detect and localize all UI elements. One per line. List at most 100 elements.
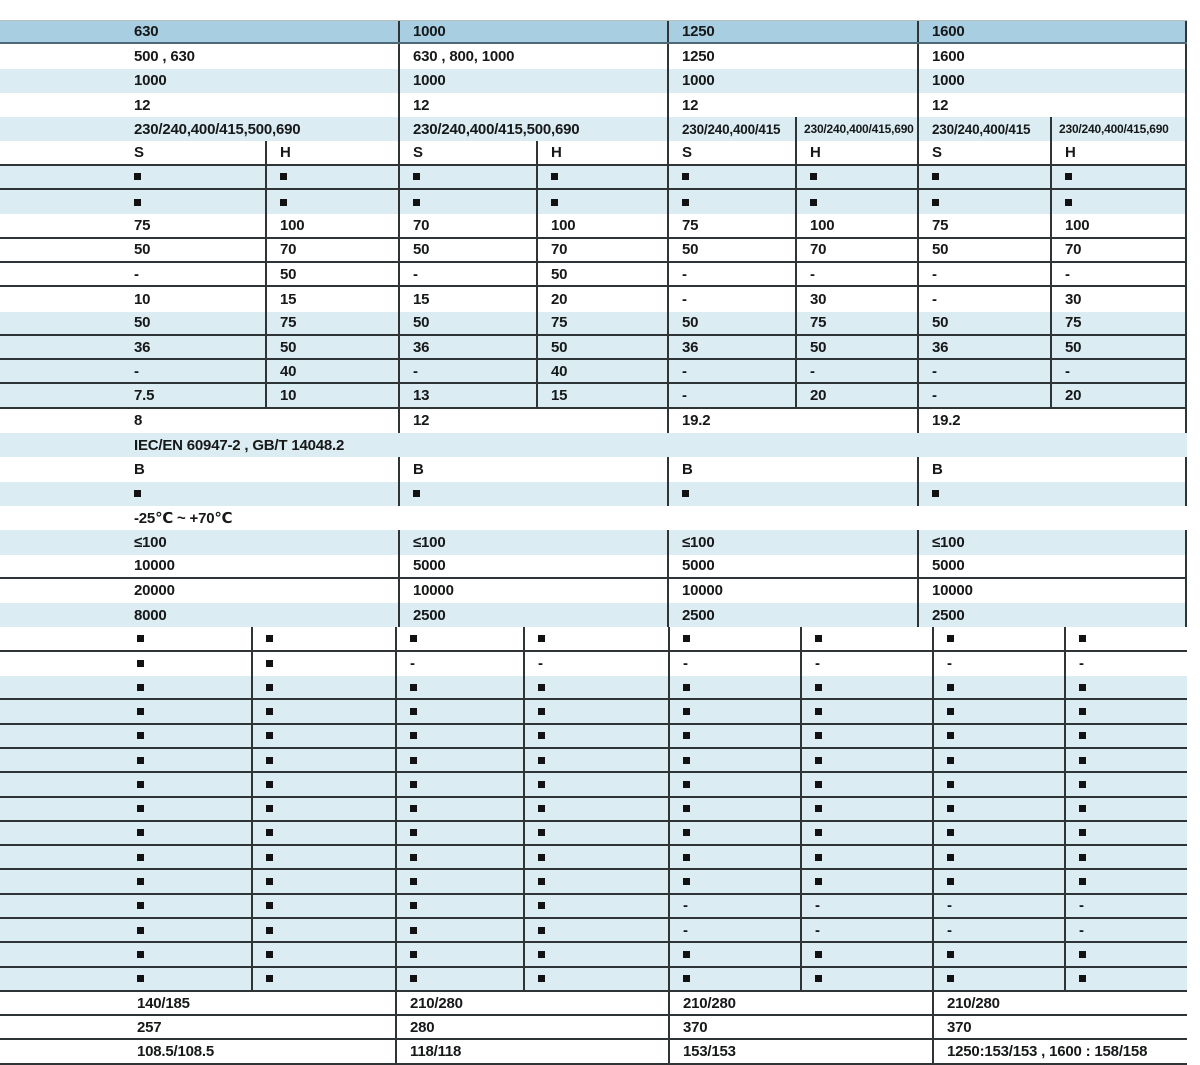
filled-square-icon xyxy=(1079,805,1086,813)
cell-text: S xyxy=(932,144,942,162)
filled-square-icon xyxy=(410,683,417,691)
square-cell xyxy=(668,700,800,723)
filled-square-icon xyxy=(266,732,273,740)
cell-text: 70 xyxy=(280,241,297,259)
cell-text: 210/280 xyxy=(947,994,1000,1012)
square-cell xyxy=(395,700,523,723)
filled-square-icon xyxy=(683,756,690,764)
filled-square-icon xyxy=(266,829,273,837)
table-row: 140/185 210/280 210/280 210/280 xyxy=(0,991,1187,1017)
cell-text: 36 xyxy=(413,338,430,356)
cell-text: 10 xyxy=(280,387,297,405)
cell-text: - xyxy=(932,362,937,380)
square-cell xyxy=(1064,821,1187,845)
cell-text: ≤100 xyxy=(134,533,167,551)
cell-text: 50 xyxy=(932,241,949,259)
table-cell: B xyxy=(0,457,398,481)
filled-square-icon xyxy=(815,878,822,886)
table-cell: B xyxy=(667,457,917,482)
filled-square-icon xyxy=(410,780,417,788)
table-cell: 70 xyxy=(795,238,917,261)
square-cell xyxy=(667,190,795,215)
square-cell xyxy=(395,724,523,747)
filled-square-icon xyxy=(1079,853,1086,861)
cell-text: 1600 xyxy=(932,47,965,65)
filled-square-icon xyxy=(413,173,420,181)
table-row: ---- xyxy=(0,894,1187,919)
table-cell: 70 xyxy=(1050,238,1187,261)
cell-text: - xyxy=(810,265,815,283)
table-cell: ≤100 xyxy=(0,530,398,554)
cell-text: - xyxy=(683,897,688,915)
cell-text: 50 xyxy=(280,338,297,356)
cell-text: H xyxy=(810,144,821,162)
table-cell: 30 xyxy=(1050,287,1187,312)
filled-square-icon xyxy=(137,707,144,715)
square-cell xyxy=(251,627,395,650)
cell-text: 10000 xyxy=(413,582,454,600)
table-cell: - xyxy=(667,262,795,286)
filled-square-icon xyxy=(538,878,545,886)
cell-text: 1600 xyxy=(932,23,965,41)
table-cell: 70 xyxy=(536,238,667,261)
table-cell: 1250 xyxy=(667,44,917,69)
cell-text: - xyxy=(538,655,543,673)
square-cell xyxy=(0,190,265,214)
table-cell: - xyxy=(917,384,1050,407)
square-cell xyxy=(251,870,395,893)
table-cell: 12 xyxy=(667,92,917,118)
table-cell: S xyxy=(0,141,265,163)
table-cell: - xyxy=(932,894,1064,917)
table-cell: 13 xyxy=(398,384,536,407)
filled-square-icon xyxy=(137,805,144,813)
filled-square-icon xyxy=(683,878,690,886)
table-cell: - xyxy=(800,651,932,677)
cell-text: 50 xyxy=(932,314,949,332)
filled-square-icon xyxy=(266,902,273,910)
table-cell: 36 xyxy=(0,336,265,358)
table-cell: 20000 xyxy=(0,579,398,603)
cell-text: - xyxy=(810,362,815,380)
cell-text: 1000 xyxy=(682,72,715,90)
table-cell: 1000 xyxy=(667,68,917,93)
filled-square-icon xyxy=(410,950,417,958)
table-cell: - xyxy=(667,287,795,312)
table-cell: 500 , 630 xyxy=(0,44,398,68)
table-cell: 15 xyxy=(265,287,398,312)
cell-text: 210/280 xyxy=(410,994,463,1012)
table-cell: S xyxy=(398,141,536,164)
filled-square-icon xyxy=(815,950,822,958)
table-cell: - xyxy=(795,360,917,383)
filled-square-icon xyxy=(815,635,822,643)
square-cell xyxy=(395,773,523,796)
table-cell: 75 xyxy=(1050,311,1187,334)
cell-text: 370 xyxy=(683,1018,708,1036)
filled-square-icon xyxy=(137,683,144,691)
table-cell: 36 xyxy=(917,335,1050,359)
table-cell: 140/185 xyxy=(0,992,395,1014)
table-cell: 36 xyxy=(667,335,795,359)
table-cell: 40 xyxy=(536,360,667,383)
table-cell: 10 xyxy=(265,384,398,407)
cell-text: 20 xyxy=(810,387,827,405)
cell-text: 10000 xyxy=(682,582,723,600)
filled-square-icon xyxy=(683,853,690,861)
cell-text: - xyxy=(1065,265,1070,283)
filled-square-icon xyxy=(1079,950,1086,958)
square-cell xyxy=(395,894,523,917)
square-cell xyxy=(523,943,668,966)
square-cell xyxy=(523,748,668,772)
table-cell: 12 xyxy=(398,408,667,434)
table-row: 257 280 370 370 xyxy=(0,1016,1187,1041)
table-row: 7.5 10 13 15 - 20 - 20 xyxy=(0,384,1187,409)
filled-square-icon xyxy=(947,756,954,764)
square-cell xyxy=(251,846,395,869)
cell-text: B xyxy=(932,460,943,478)
table-cell: - xyxy=(523,651,668,677)
square-cell xyxy=(667,481,917,506)
filled-square-icon xyxy=(683,780,690,788)
table-row xyxy=(0,676,1187,701)
filled-square-icon xyxy=(410,635,417,643)
square-cell xyxy=(0,749,251,771)
